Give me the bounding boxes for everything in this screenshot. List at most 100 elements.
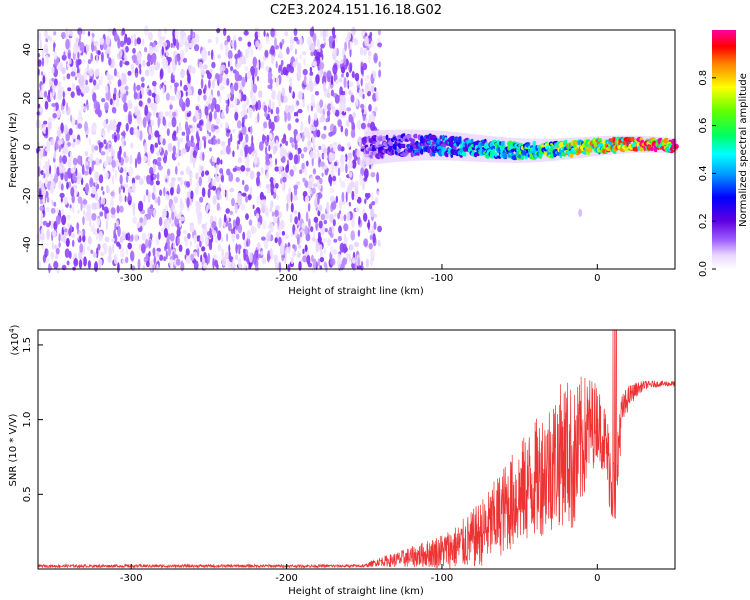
heatmap-cell [320, 43, 325, 49]
heatmap-cell [45, 169, 50, 178]
heatmap-cell [227, 98, 230, 107]
heatmap-cell [105, 185, 110, 191]
heatmap-cell [352, 38, 358, 43]
heatmap-cell [129, 154, 133, 165]
heatmap-cell [57, 139, 63, 146]
heatmap-cell [210, 102, 214, 113]
heatmap-cell [172, 111, 177, 117]
heatmap-cell [119, 40, 125, 47]
heatmap-cell [201, 246, 206, 252]
heatmap-cell [296, 111, 299, 117]
heatmap-cell [107, 254, 112, 264]
heatmap-cell [249, 108, 252, 119]
heatmap-cell [351, 257, 356, 264]
heatmap-cell [289, 66, 295, 74]
heatmap-cell [100, 51, 104, 63]
heatmap-cell [351, 218, 355, 228]
heatmap-cell [128, 113, 133, 125]
heatmap-cell [269, 206, 273, 213]
heatmap-cell [302, 68, 308, 76]
heatmap-cell [348, 89, 352, 96]
heatmap-cell [92, 79, 97, 86]
heatmap-cell [141, 82, 145, 89]
heatmap-cell [317, 182, 322, 191]
heatmap-cell [249, 170, 255, 180]
heatmap-cell [61, 214, 67, 226]
heatmap-cell [111, 237, 115, 242]
heatmap-cell [370, 192, 374, 201]
heatmap-cell [200, 78, 204, 89]
heatmap-cell [329, 213, 334, 223]
heatmap-cell [263, 121, 268, 129]
heatmap-cell [61, 54, 67, 61]
heatmap-cell [121, 72, 126, 78]
heatmap-cell [268, 99, 272, 109]
heatmap-cell [88, 137, 91, 146]
heatmap-cell [117, 38, 121, 49]
heatmap-cell [235, 216, 241, 226]
heatmap-cell [96, 227, 100, 234]
heatmap-cell [39, 205, 44, 212]
heatmap-cell [252, 254, 257, 265]
heatmap-cell [203, 139, 206, 149]
heatmap-cell [133, 33, 136, 40]
heatmap-cell [112, 124, 117, 132]
heatmap-cell [321, 172, 324, 177]
heatmap-cell [45, 140, 51, 149]
heatmap-cell [156, 161, 162, 167]
heatmap-cell [77, 209, 80, 214]
heatmap-cell [91, 160, 97, 166]
heatmap-cell [318, 220, 323, 229]
heatmap-cell [226, 233, 229, 242]
heatmap-cell [213, 254, 218, 259]
heatmap-cell [108, 80, 112, 86]
snr-y-axis-label: SNR (10 * V/V) [8, 413, 19, 486]
heatmap-cell [120, 247, 125, 258]
heatmap-cell [87, 31, 91, 37]
heatmap-cell [353, 154, 358, 161]
heatmap-cell [98, 230, 103, 242]
heatmap-cell [119, 92, 124, 98]
heatmap-cell [190, 28, 193, 39]
heatmap-cell [204, 84, 207, 92]
heatmap-cell [217, 138, 221, 145]
heatmap-cell [231, 232, 235, 243]
heatmap-cell [199, 139, 202, 151]
heatmap-cell [216, 104, 221, 113]
heatmap-cell [92, 252, 97, 258]
heatmap-cell [260, 60, 265, 69]
heatmap-cell [370, 121, 376, 132]
heatmap-cell [53, 221, 58, 230]
heatmap-cell [53, 78, 58, 86]
heatmap-cell [359, 176, 364, 186]
heatmap-cell [368, 114, 371, 121]
heatmap-cell [56, 128, 62, 138]
heatmap-cell [374, 197, 379, 204]
heatmap-cell [275, 76, 280, 87]
heatmap-cell [100, 75, 103, 86]
heatmap-cell [118, 186, 121, 195]
heatmap-cell [275, 158, 277, 166]
heatmap-cell [113, 68, 117, 77]
heatmap-cell [167, 65, 172, 74]
heatmap-cell [364, 36, 369, 47]
heatmap-cell [309, 71, 314, 76]
heatmap-cell [342, 155, 346, 162]
heatmap-cell [287, 123, 292, 131]
heatmap-cell [329, 195, 335, 202]
heatmap-cell [239, 89, 243, 94]
heatmap-cell [146, 61, 151, 67]
heatmap-cell [134, 157, 138, 169]
heatmap-cell [328, 35, 334, 45]
heatmap-cell [270, 108, 274, 115]
heatmap-cell [215, 117, 221, 125]
heatmap-cell [253, 156, 258, 166]
heatmap-cell [202, 64, 208, 70]
heatmap-cell [83, 105, 87, 112]
heatmap-cell [353, 194, 359, 201]
heatmap-cell [343, 103, 346, 113]
heatmap-cell [110, 198, 114, 210]
heatmap-cell [222, 145, 227, 156]
heatmap-cell [279, 242, 285, 253]
